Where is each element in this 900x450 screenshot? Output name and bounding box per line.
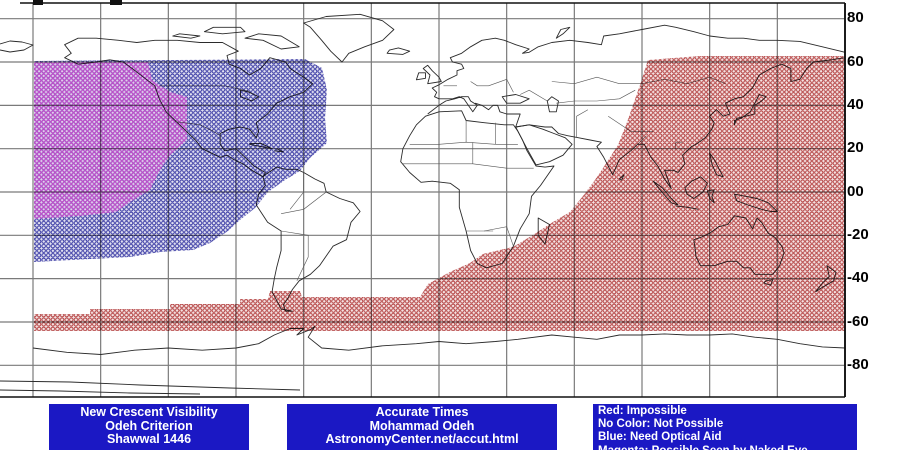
legend-box-credits: Accurate Times Mohammad Odeh AstronomyCe… [287, 404, 557, 450]
legend-key-line-blue: Blue: Need Optical Aid [598, 431, 722, 444]
lat-label: 80 [847, 9, 864, 26]
lat-label: 00 [847, 183, 864, 200]
legend-title-line: Shawwal 1446 [106, 432, 192, 446]
map-frame [0, 2, 846, 398]
lat-label: 60 [847, 53, 864, 70]
top-tick-fragment [110, 0, 122, 5]
legend-key-line-red: Red: Impossible [598, 405, 687, 417]
visibility-zones [34, 56, 845, 331]
legend-box-color-key: Red: Impossible No Color: Not Possible B… [593, 404, 857, 450]
lat-label: 40 [847, 96, 864, 113]
legend-title-line: Odeh Criterion [105, 418, 193, 433]
lat-label: 20 [847, 139, 864, 156]
top-tick-fragment [33, 0, 43, 5]
lat-label: -20 [847, 226, 869, 243]
legend-key-line-magenta: Magenta: Possible Seen by Naked Eye [598, 445, 857, 450]
legend-title-line: New Crescent Visibility [80, 405, 218, 419]
legend-box-title: New Crescent Visibility Odeh Criterion S… [49, 404, 249, 450]
zone-possible-naked-eye [34, 62, 187, 219]
zone-impossible [34, 56, 845, 331]
lat-label: -40 [847, 269, 869, 286]
legend-credit-line: AstronomyCenter.net/accut.html [325, 432, 519, 446]
legend-key-line-nocolor: No Color: Not Possible [598, 418, 724, 431]
legend-credit-line: Mohammad Odeh [369, 418, 475, 433]
lat-label: -80 [847, 356, 869, 373]
lat-label: -60 [847, 313, 869, 330]
legend-credit-line: Accurate Times [375, 405, 469, 419]
